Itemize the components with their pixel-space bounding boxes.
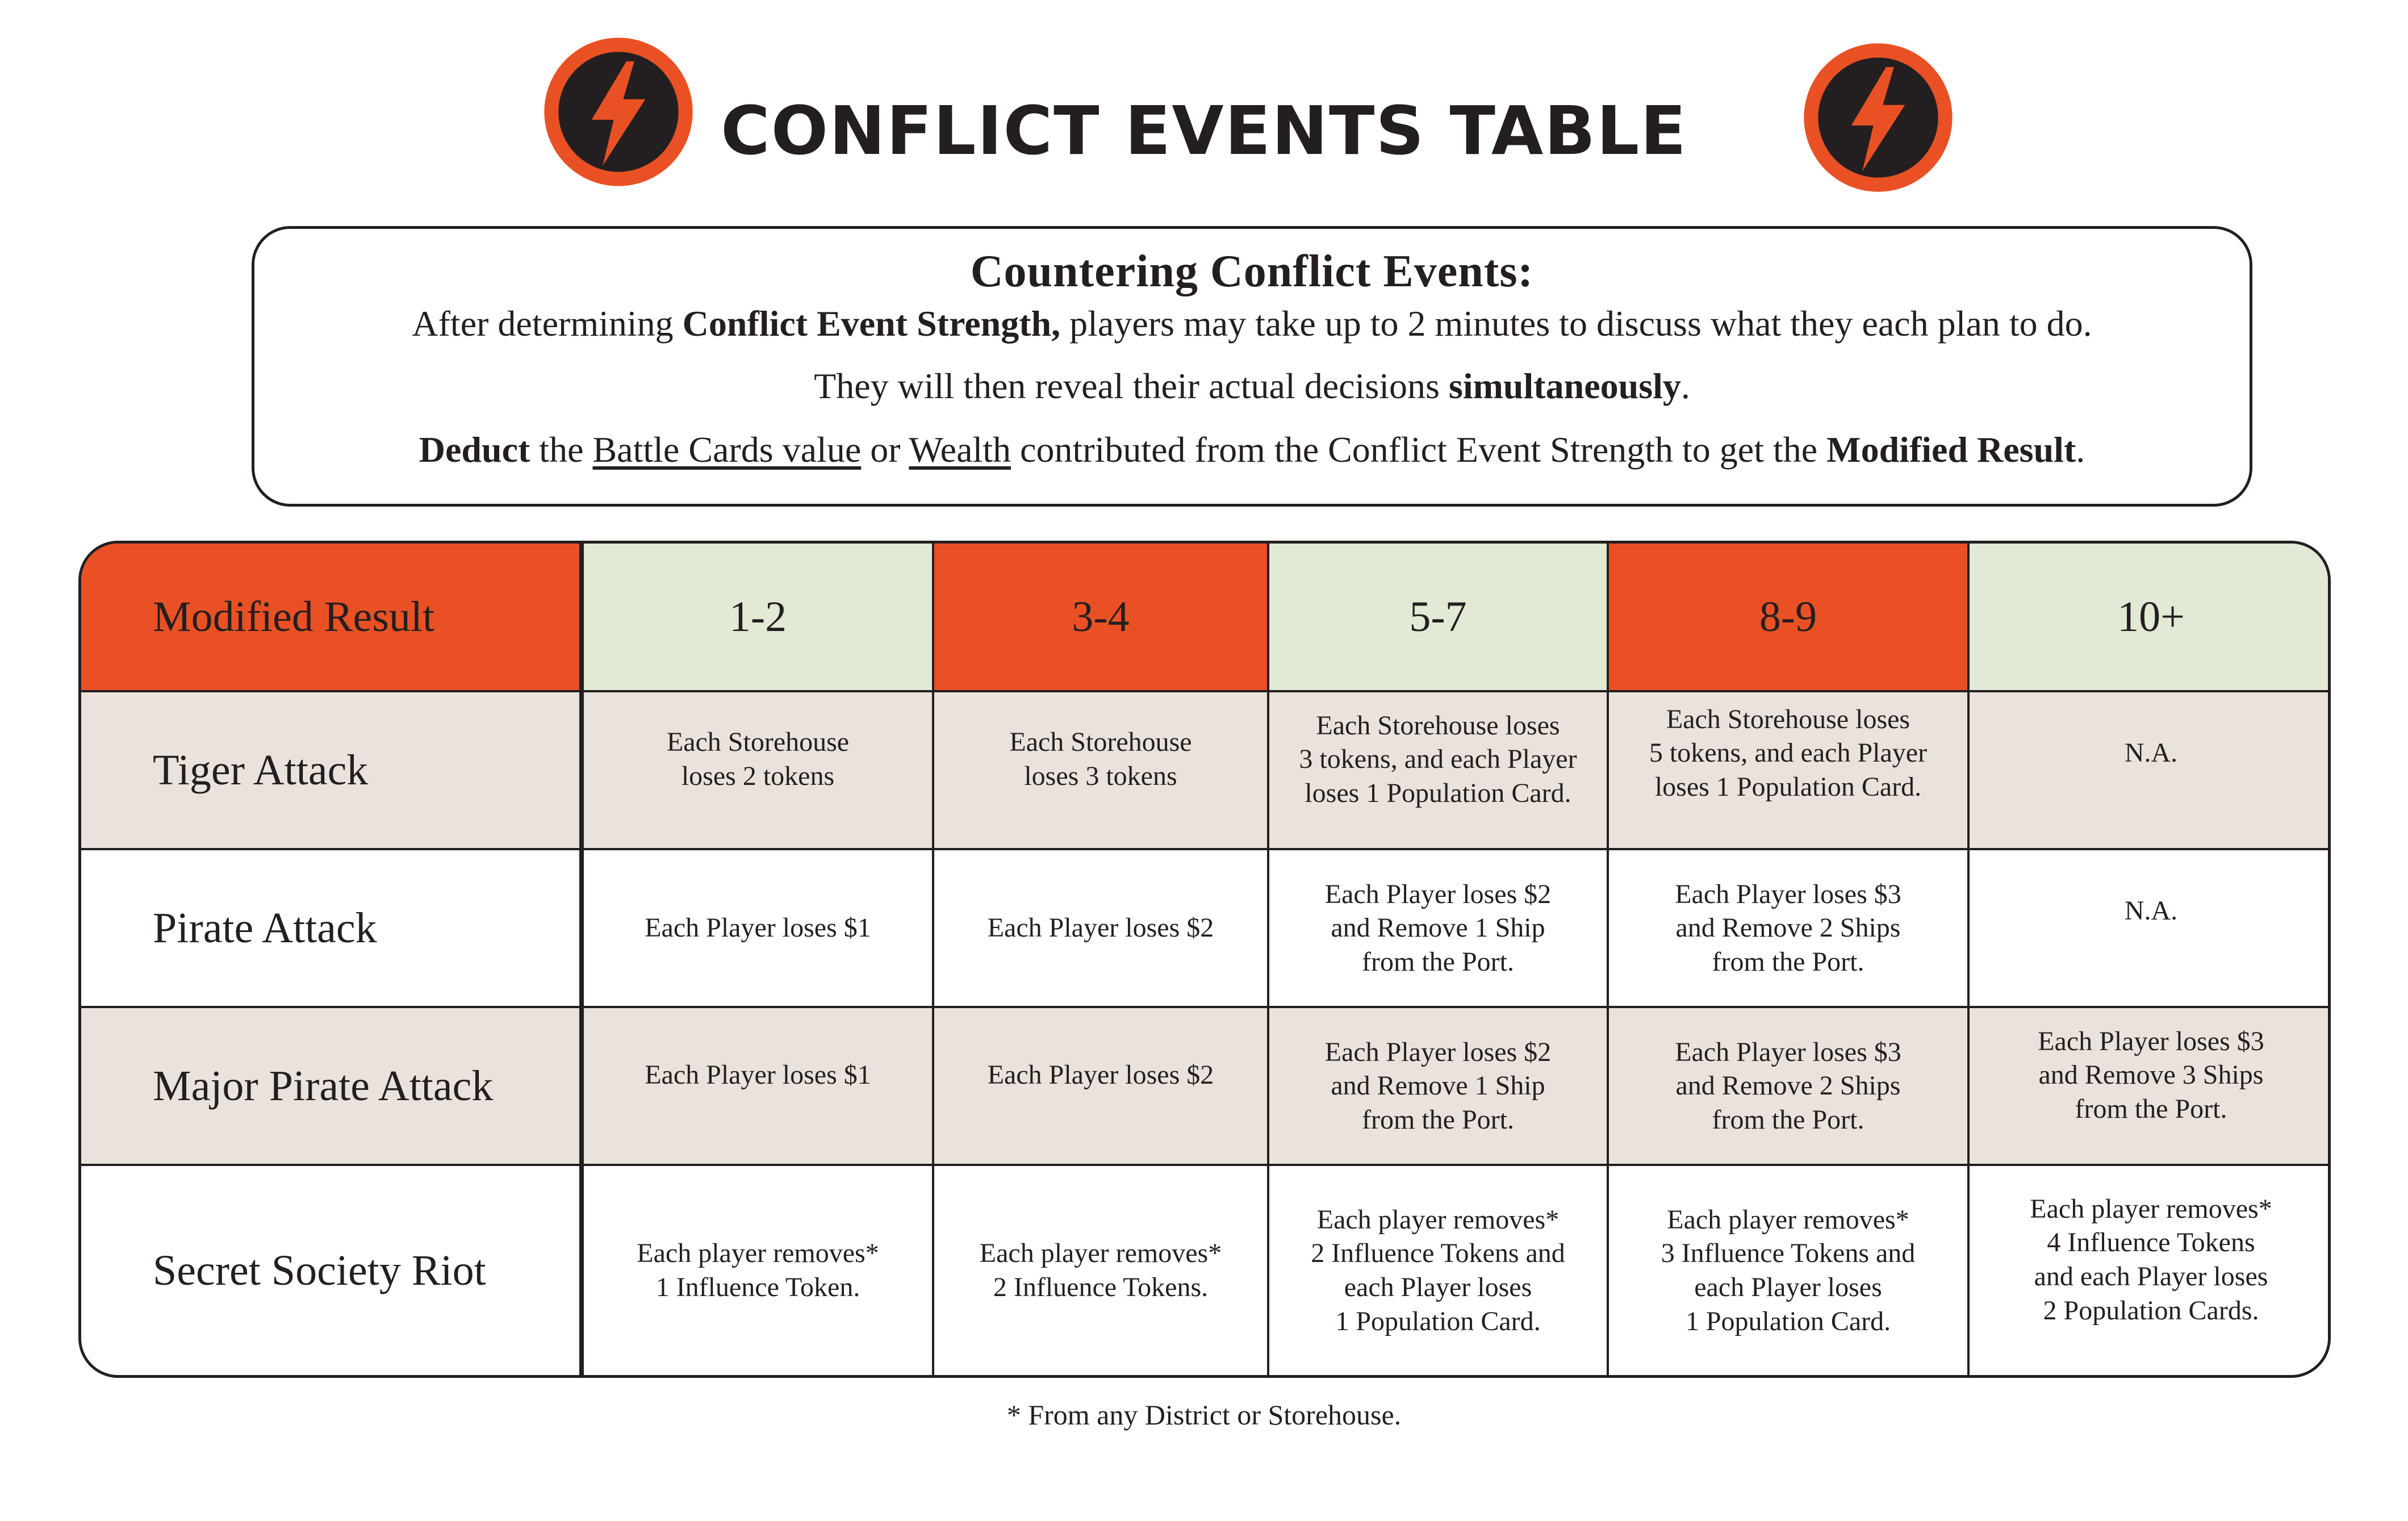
row-label-pirate-attack: Pirate Attack [81, 850, 584, 1008]
row-label-major-pirate-attack: Major Pirate Attack [81, 1008, 584, 1166]
info-text: After determining [412, 303, 683, 344]
header-modified-result: Modified Result [81, 544, 584, 692]
footnote: * From any District or Storehouse. [1006, 1399, 1402, 1431]
info-line-3: Deduct the Battle Cards value or Wealth … [254, 429, 2250, 471]
table-cell: Each Player loses $2 and Remove 1 Ship f… [1269, 1008, 1609, 1166]
table-cell: Each player removes* 2 Influence Tokens … [1269, 1166, 1609, 1375]
info-underlined-text: Battle Cards value [592, 429, 862, 470]
table-cell: Each player removes* 3 Influence Tokens … [1609, 1166, 1970, 1375]
table-cell: Each player removes* 1 Influence Token. [584, 1166, 934, 1375]
table-cell: N.A. [1970, 692, 2328, 850]
info-line-2: They will then reveal their actual decis… [254, 365, 2250, 407]
info-heading: Countering Conflict Events: [970, 246, 1534, 296]
header-1-2: 1-2 [584, 544, 934, 692]
table-cell: Each Player loses $2 and Remove 1 Ship f… [1269, 850, 1609, 1008]
info-bold-text: Modified Result [1826, 429, 2076, 470]
info-text: contributed from the Conflict Event Stre… [1011, 429, 1827, 470]
lightning-bolt-icon [540, 33, 697, 191]
countering-info-box: Countering Conflict Events: After determ… [252, 226, 2252, 507]
lightning-bolt-icon [1799, 39, 1957, 197]
info-bold-text: simultaneously [1448, 366, 1681, 406]
table-cell: Each Player loses $2 [934, 850, 1269, 1008]
row-label-tiger-attack: Tiger Attack [81, 692, 584, 850]
table-cell: Each player removes* 4 Influence Tokens … [1970, 1166, 2328, 1375]
info-underlined-text: Wealth [909, 429, 1011, 470]
lightning-bolt-icon-graphic [544, 37, 693, 186]
info-line-1: After determining Conflict Event Strengt… [254, 303, 2250, 345]
conflict-events-table: Modified Result 1-2 3-4 5-7 8-9 10+ Tige… [78, 541, 2331, 1378]
table-cell: Each Storehouse loses 3 tokens, and each… [1269, 692, 1609, 850]
header-8-9: 8-9 [1609, 544, 1970, 692]
info-text: the [530, 429, 593, 470]
info-text: . [1680, 366, 1690, 406]
table-cell: Each Player loses $3 and Remove 3 Ships … [1970, 1008, 2328, 1166]
table-cell: Each player removes* 2 Influence Tokens. [934, 1166, 1269, 1375]
header-10-plus: 10+ [1970, 544, 2328, 692]
info-bold-text: Conflict Event Strength, [682, 303, 1061, 344]
info-text: players may take up to 2 minutes to disc… [1060, 303, 2092, 344]
info-text: . [2076, 429, 2085, 470]
table-cell: Each Player loses $1 [584, 850, 934, 1008]
header-3-4: 3-4 [934, 544, 1269, 692]
page-title: CONFLICT EVENTS TABLE [721, 91, 1687, 170]
table-cell: Each Player loses $3 and Remove 2 Ships … [1609, 1008, 1970, 1166]
table-cell: Each Storehouse loses 5 tokens, and each… [1609, 692, 1970, 850]
info-text: or [861, 429, 909, 470]
lightning-bolt-icon-graphic [1804, 43, 1953, 192]
info-bold-text: Deduct [419, 429, 530, 470]
row-label-secret-society-riot: Secret Society Riot [81, 1166, 584, 1375]
info-text: They will then reveal their actual decis… [814, 366, 1449, 406]
header-5-7: 5-7 [1269, 544, 1609, 692]
table-cell: N.A. [1970, 850, 2328, 1008]
table-cell: Each Player loses $3 and Remove 2 Ships … [1609, 850, 1970, 1008]
table-cell: Each Storehouse loses 3 tokens [934, 692, 1269, 850]
table-cell: Each Player loses $1 [584, 1008, 934, 1166]
table-cell: Each Storehouse loses 2 tokens [584, 692, 934, 850]
table-cell: Each Player loses $2 [934, 1008, 1269, 1166]
